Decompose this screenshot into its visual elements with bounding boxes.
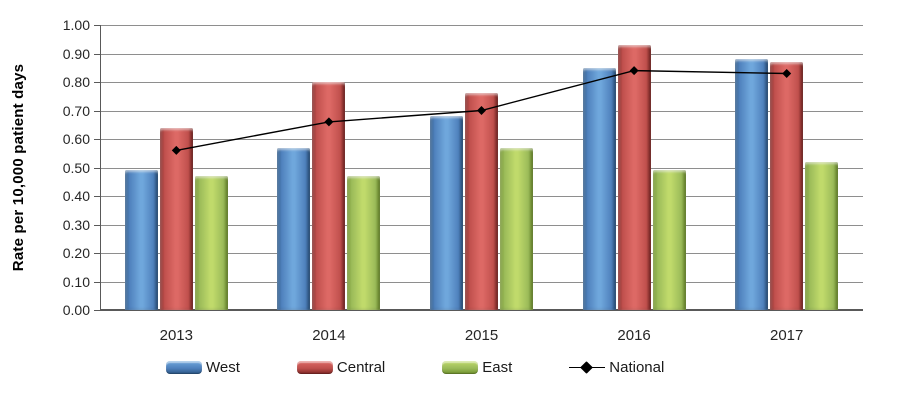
x-tick-label-2015: 2015 (464, 327, 499, 344)
y-gridline (100, 53, 863, 55)
y-tickmark (94, 110, 100, 112)
y-gridline (100, 25, 863, 26)
y-tickmark (94, 139, 100, 140)
bar-central-2013 (159, 127, 193, 310)
legend-item-east: East (442, 359, 512, 376)
y-tick-label: 0.20 (62, 245, 90, 261)
bar-west-2014 (277, 147, 311, 310)
y-tick-label: 0.80 (62, 74, 90, 90)
y-tick-label: 0.40 (62, 188, 90, 204)
x-axis-line (100, 309, 863, 311)
legend-label-west: West (206, 358, 240, 376)
y-tick-label: 1.00 (62, 17, 90, 33)
legend-diamond-icon (580, 360, 594, 374)
legend-swatch-east (442, 360, 479, 374)
bar-central-2015 (465, 93, 498, 310)
legend-label-national: National (609, 358, 665, 376)
legend-line-marker (569, 360, 606, 374)
bar-west-2017 (735, 59, 769, 310)
y-axis-title-text: Rate per 10,000 patient days (10, 63, 28, 272)
x-tick-label-2017: 2017 (770, 327, 804, 344)
y-tickmark (94, 53, 100, 55)
legend-item-national: National (569, 359, 664, 376)
y-axis-line (100, 25, 101, 310)
y-tick-label: 0.50 (62, 159, 90, 176)
bar-east-2016 (652, 170, 686, 310)
bar-east-2017 (805, 161, 839, 310)
y-tickmark (94, 224, 100, 226)
y-tickmark (94, 196, 100, 197)
y-tick-label: 0.90 (62, 45, 90, 62)
x-tick-label-2014: 2014 (312, 327, 346, 344)
y-tickmark (94, 253, 100, 254)
legend-item-west: West (166, 359, 240, 376)
legend-label-east: East (482, 358, 513, 376)
bar-west-2015 (430, 116, 463, 310)
y-tickmark (94, 167, 100, 169)
bar-central-2014 (312, 82, 346, 310)
y-tickmark (94, 281, 100, 283)
y-tickmark (94, 82, 100, 83)
y-tick-label: 0.60 (62, 131, 90, 147)
legend-item-central: Central (296, 358, 386, 376)
legend-label-central: Central (336, 358, 386, 376)
y-axis-title: Rate per 10,000 patient days (4, 25, 34, 310)
bar-central-2016 (617, 44, 651, 310)
legend: West Central East National (166, 355, 664, 379)
y-tick-label: 0.30 (62, 216, 90, 233)
bar-central-2017 (770, 62, 804, 310)
y-tick-label: 0.00 (62, 302, 90, 318)
legend-swatch-central (296, 360, 333, 374)
bar-east-2015 (500, 147, 533, 310)
x-tick-label-2013: 2013 (159, 327, 193, 344)
x-tick-label-2016: 2016 (617, 327, 651, 344)
bar-west-2013 (124, 170, 158, 310)
bar-east-2013 (194, 176, 228, 310)
bar-east-2014 (347, 176, 381, 310)
y-tick-label: 0.10 (62, 273, 90, 290)
bar-west-2016 (582, 67, 616, 311)
y-tickmark (94, 310, 100, 311)
y-tick-label: 0.70 (62, 102, 90, 119)
legend-swatch-west (166, 360, 202, 374)
y-tickmark (94, 25, 100, 26)
